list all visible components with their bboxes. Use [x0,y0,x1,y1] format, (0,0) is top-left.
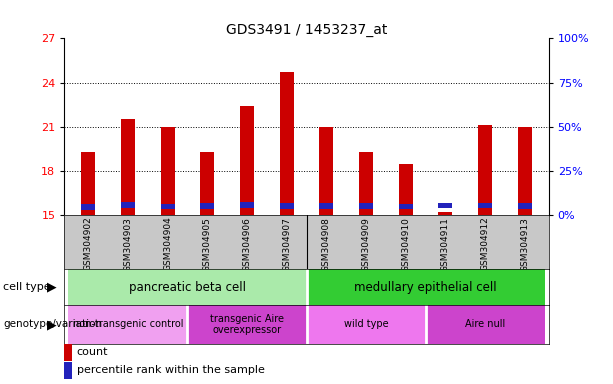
Text: GSM304913: GSM304913 [520,217,529,271]
Text: GSM304905: GSM304905 [203,217,211,271]
Bar [399,164,413,215]
Text: GSM304909: GSM304909 [362,217,370,271]
Bar [319,127,333,215]
Text: GSM304907: GSM304907 [282,217,291,271]
Bar [121,119,135,215]
Bar [188,305,306,344]
Bar [425,305,545,344]
Text: cell type: cell type [3,282,51,292]
Text: percentile rank within the sample: percentile rank within the sample [77,365,264,376]
Text: GSM304906: GSM304906 [243,217,251,271]
Text: pancreatic beta cell: pancreatic beta cell [129,281,246,293]
Bar [68,269,306,305]
Text: count: count [77,347,108,358]
Bar [280,72,294,215]
Text: GSM304908: GSM304908 [322,217,331,271]
Title: GDS3491 / 1453237_at: GDS3491 / 1453237_at [226,23,387,37]
Bar [82,204,95,210]
Bar [68,305,188,344]
Text: GSM304904: GSM304904 [163,217,172,271]
Bar [438,212,452,215]
Bar [478,202,492,209]
Text: GSM304911: GSM304911 [441,217,450,271]
Bar [438,202,452,209]
Bar [306,269,545,305]
Bar [82,152,95,215]
Bar [121,202,135,209]
Text: non-transgenic control: non-transgenic control [72,319,183,329]
Bar [280,203,294,209]
Text: ▶: ▶ [47,318,57,331]
Bar [200,152,214,215]
Text: ▶: ▶ [47,281,57,293]
Bar [518,127,531,215]
Text: GSM304903: GSM304903 [123,217,132,271]
Text: genotype/variation: genotype/variation [3,319,102,329]
Bar [200,203,214,209]
Bar [359,152,373,215]
Text: GSM304910: GSM304910 [402,217,410,271]
Bar [240,202,254,208]
Bar [518,203,531,209]
Bar [161,127,175,215]
Bar [306,305,425,344]
Text: GSM304912: GSM304912 [481,217,490,271]
Bar [359,203,373,209]
Bar [240,106,254,215]
Text: medullary epithelial cell: medullary epithelial cell [354,281,497,293]
Text: GSM304902: GSM304902 [84,217,93,271]
Bar [478,125,492,215]
Text: transgenic Aire
overexpressor: transgenic Aire overexpressor [210,314,284,335]
Bar [319,203,333,209]
Text: Aire null: Aire null [465,319,505,329]
Text: wild type: wild type [344,319,389,329]
Bar [161,204,175,209]
Bar [399,204,413,209]
